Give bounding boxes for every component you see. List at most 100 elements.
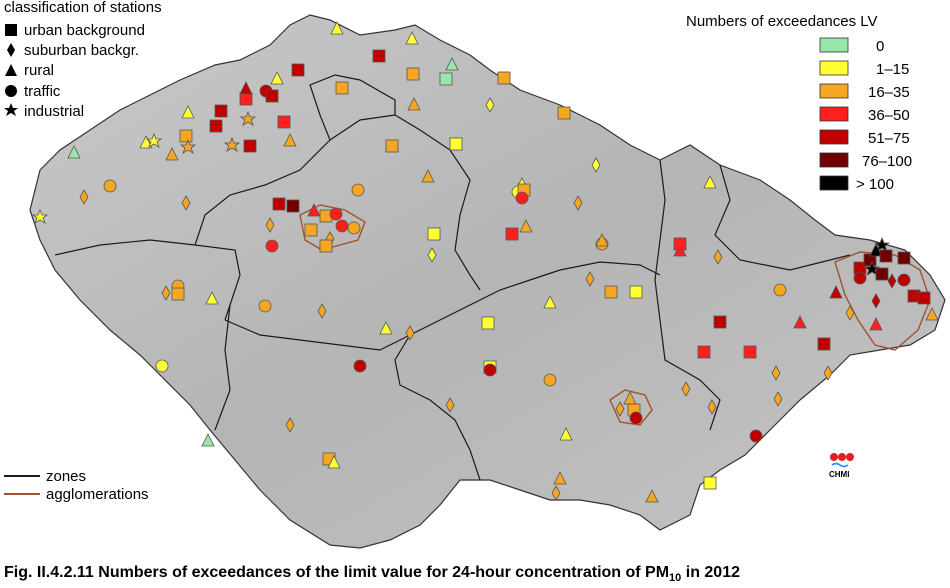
- station-marker: [270, 71, 284, 85]
- station-marker: [773, 283, 787, 297]
- legend-traffic: traffic: [24, 83, 61, 100]
- station-marker: [793, 315, 807, 329]
- station-marker: [703, 175, 717, 189]
- station-marker: [155, 359, 169, 373]
- station-marker: [887, 273, 897, 289]
- country-outline: [29, 14, 946, 549]
- class-4-label: 51–75: [868, 130, 910, 147]
- station-marker: [551, 485, 561, 501]
- station-marker: [67, 145, 81, 159]
- station-marker: [673, 237, 687, 251]
- station-marker: [871, 293, 881, 309]
- station-marker: [543, 295, 557, 309]
- station-marker: [329, 207, 343, 221]
- station-marker: [707, 399, 717, 415]
- station-marker: [845, 305, 855, 321]
- station-marker: [743, 345, 757, 359]
- station-marker: [697, 345, 711, 359]
- class-0-label: 0: [876, 38, 884, 55]
- station-marker: [681, 381, 691, 397]
- station-marker: [243, 139, 257, 153]
- station-marker: [427, 227, 441, 241]
- station-marker: [595, 233, 609, 247]
- station-marker: [515, 191, 529, 205]
- station-marker: [573, 195, 583, 211]
- legend-rural: rural: [24, 62, 54, 79]
- station-marker: [179, 129, 193, 143]
- station-marker: [31, 208, 49, 224]
- station-marker: [103, 179, 117, 193]
- station-marker: [406, 67, 420, 81]
- map-canvas: classification of stations urban backgro…: [4, 0, 946, 549]
- station-marker: [307, 203, 321, 217]
- industrial-icon: [4, 103, 18, 116]
- class-3-label: 36–50: [868, 107, 910, 124]
- station-marker: [917, 291, 931, 305]
- station-marker: [265, 217, 275, 233]
- station-marker: [629, 285, 643, 299]
- station-marker: [853, 271, 867, 285]
- class-6-label: > 100: [856, 176, 894, 193]
- class-2-label: 16–35: [868, 84, 910, 101]
- station-marker: [161, 285, 171, 301]
- station-marker: [79, 189, 89, 205]
- station-marker: [629, 411, 643, 425]
- station-marker: [265, 239, 279, 253]
- station-marker: [214, 104, 228, 118]
- station-marker: [645, 489, 659, 503]
- station-marker: [347, 221, 361, 235]
- station-marker: [703, 476, 717, 490]
- station-marker: [283, 133, 297, 147]
- station-marker: [171, 287, 185, 301]
- legend-suburban-background: suburban backgr.: [24, 42, 139, 59]
- class-4-swatch: [819, 129, 849, 145]
- station-marker: [385, 139, 399, 153]
- class-1-swatch: [819, 60, 849, 76]
- station-marker: [351, 183, 365, 197]
- station-marker: [713, 315, 727, 329]
- station-marker: [829, 285, 843, 299]
- station-marker: [239, 92, 253, 106]
- station-marker: [330, 21, 344, 35]
- rural-icon: [5, 64, 17, 76]
- class-6-swatch: [819, 175, 849, 191]
- station-marker: [286, 199, 300, 213]
- legend-urban-background: urban background: [24, 22, 145, 39]
- station-marker: [863, 260, 881, 276]
- station-marker: [277, 115, 291, 129]
- caption-suffix: in 2012: [681, 564, 740, 581]
- station-marker: [873, 236, 891, 252]
- station-marker: [869, 317, 883, 331]
- station-marker: [205, 291, 219, 305]
- station-marker: [181, 105, 195, 119]
- station-marker: [139, 135, 153, 149]
- exceedance-legend-title: Numbers of exceedances LV: [686, 13, 878, 30]
- station-marker: [439, 72, 453, 86]
- exceedance-legend: 0 1–15 16–35 36–50 51–75 76–100 > 100: [819, 37, 912, 193]
- station-marker: [372, 49, 386, 63]
- station-marker: [615, 401, 625, 417]
- station-marker: [405, 31, 419, 45]
- station-marker: [817, 337, 831, 351]
- station-marker: [335, 219, 349, 233]
- urban-background-icon: [5, 24, 17, 36]
- station-marker: [771, 365, 781, 381]
- suburban-background-icon: [7, 43, 15, 57]
- station-marker: [485, 97, 495, 113]
- station-marker: [557, 106, 571, 120]
- station-marker: [823, 365, 833, 381]
- station-marker: [591, 157, 601, 173]
- station-marker: [553, 471, 567, 485]
- station-marker: [875, 267, 889, 281]
- chmi-logo: CHMI: [829, 453, 854, 479]
- station-marker: [165, 147, 179, 161]
- station-marker: [319, 239, 333, 253]
- station-marker: [265, 89, 279, 103]
- station-marker: [304, 223, 318, 237]
- station-marker: [421, 169, 435, 183]
- station-marker: [223, 136, 241, 152]
- station-marker: [181, 195, 191, 211]
- zone-boundaries: [54, 74, 851, 481]
- station-marker: [407, 97, 421, 111]
- station-marker: [585, 271, 595, 287]
